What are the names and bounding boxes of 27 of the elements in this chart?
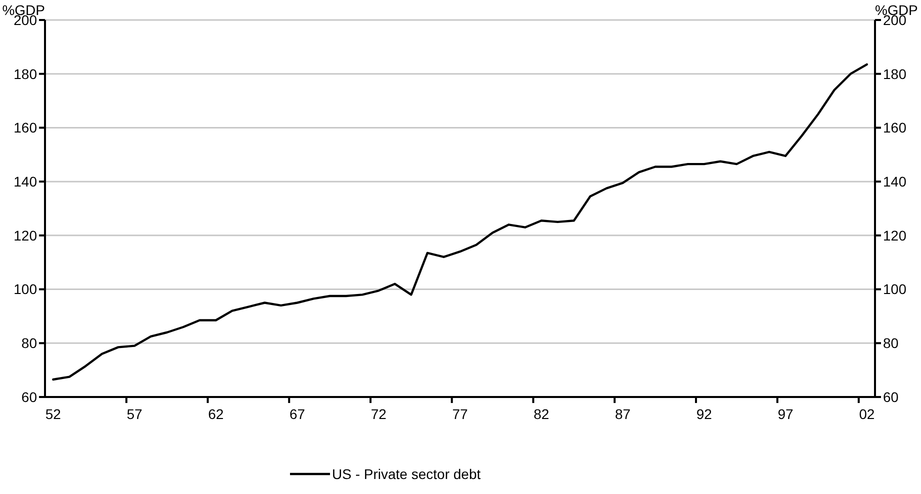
y2-tick-label: 160 — [883, 120, 907, 136]
y2-tick-label: 140 — [883, 173, 907, 190]
y2-tick-label: 180 — [883, 66, 907, 82]
x-tick-label: 57 — [126, 406, 143, 422]
legend-label: US - Private sector debt — [332, 466, 481, 482]
y2-tick-label: 120 — [883, 227, 907, 244]
x-tick-label: 87 — [614, 406, 631, 422]
y2-tick-label: 60 — [883, 388, 899, 405]
x-tick-label: 52 — [45, 406, 62, 422]
y2-tick-label: 100 — [883, 281, 907, 298]
y-tick-label: 60 — [21, 388, 38, 405]
y2-tick-label: 80 — [883, 335, 899, 352]
x-tick-label: 72 — [370, 406, 387, 422]
y-tick-label: 80 — [21, 335, 38, 352]
x-tick-label: 97 — [778, 406, 794, 422]
x-tick-label: 92 — [696, 406, 712, 422]
line-series — [52, 63, 868, 381]
x-tick-label: 02 — [859, 406, 875, 422]
x-tick-label: 67 — [289, 406, 306, 422]
y-tick-label: 140 — [14, 173, 38, 190]
y-tick-label: 100 — [14, 281, 38, 298]
y-tick-label: 180 — [14, 66, 38, 82]
y-tick-label: 120 — [14, 227, 38, 244]
x-tick-label: 77 — [452, 406, 468, 422]
y-tick-label: 160 — [14, 120, 38, 136]
x-tick-label: 82 — [534, 406, 550, 422]
x-tick-label: 62 — [208, 406, 224, 422]
